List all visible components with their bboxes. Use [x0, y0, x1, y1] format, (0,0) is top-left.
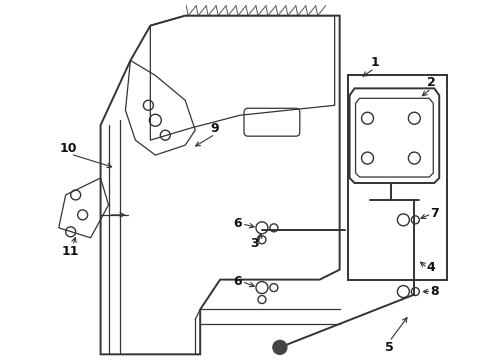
Text: 6: 6	[234, 217, 243, 230]
Text: 8: 8	[430, 285, 439, 298]
Text: 7: 7	[430, 207, 439, 220]
Circle shape	[273, 340, 287, 354]
Text: 1: 1	[370, 56, 379, 69]
Text: 5: 5	[385, 341, 394, 354]
Text: 4: 4	[427, 261, 436, 274]
Text: 9: 9	[211, 122, 220, 135]
Text: 6: 6	[234, 275, 243, 288]
Text: 11: 11	[62, 245, 79, 258]
Text: 2: 2	[427, 76, 436, 89]
Text: 3: 3	[251, 237, 259, 250]
Text: 10: 10	[60, 141, 77, 155]
